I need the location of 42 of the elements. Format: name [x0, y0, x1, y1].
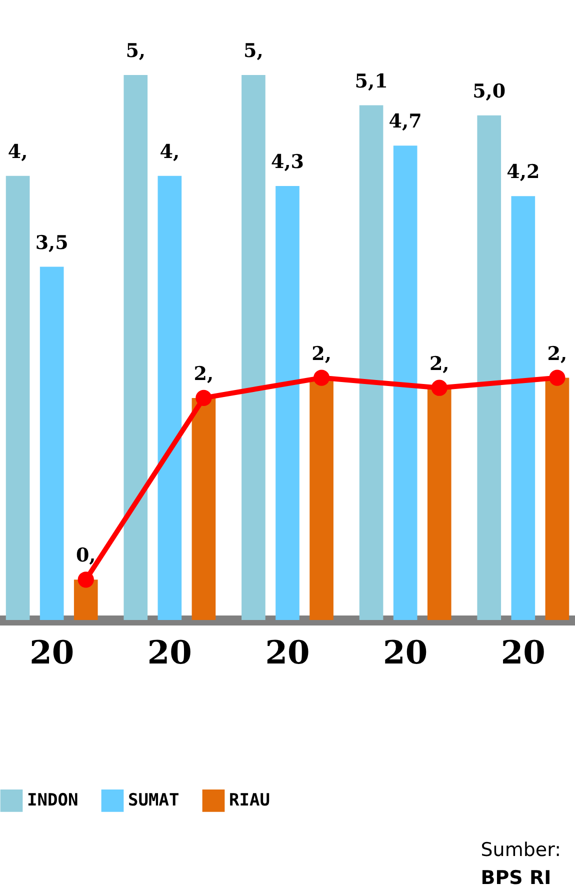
data-label: 3,5: [35, 232, 68, 254]
legend-label: SUMAT: [128, 790, 180, 811]
data-label: 5,: [244, 40, 264, 62]
bar: [477, 115, 502, 620]
data-label: 4,2: [506, 161, 540, 184]
text: Sumber: BPS RI: [480, 838, 561, 891]
data-label: 5,1: [354, 70, 388, 92]
data-label: 4,7: [388, 110, 422, 133]
point: [313, 370, 330, 386]
point: [196, 390, 212, 406]
bar: [511, 196, 536, 620]
bar: [192, 398, 216, 620]
bar: [6, 176, 30, 620]
bar: [158, 176, 182, 620]
legend-label: INDON: [27, 790, 78, 811]
x-tick-label: 20: [265, 634, 310, 672]
data-label: 2,: [429, 352, 450, 375]
data-label: 5,0: [472, 80, 506, 102]
data-label: 2,: [312, 342, 332, 365]
legend-label: RIAU: [229, 790, 270, 811]
data-label: 2,: [547, 342, 568, 365]
bar: [242, 75, 266, 620]
x-tick-label: 20: [500, 634, 546, 672]
data-label: 4,: [160, 140, 180, 163]
bar: [40, 266, 64, 620]
x-tick-label: 20: [30, 634, 74, 672]
point: [549, 370, 566, 386]
data-label: 5,: [126, 40, 146, 62]
bar: [545, 378, 570, 620]
x-tick-label: 20: [147, 634, 192, 672]
data-label: 4,: [8, 140, 28, 163]
bar: [393, 146, 418, 620]
data-label: 2,: [194, 362, 214, 385]
data-label: 4,3: [270, 151, 304, 174]
point: [78, 572, 94, 588]
point: [431, 380, 448, 396]
data-label: 0,: [76, 544, 96, 567]
bar: [359, 105, 384, 620]
bar: [427, 388, 452, 620]
x-tick-label: 20: [383, 634, 428, 672]
bar: [276, 186, 300, 620]
bar: [124, 75, 148, 620]
